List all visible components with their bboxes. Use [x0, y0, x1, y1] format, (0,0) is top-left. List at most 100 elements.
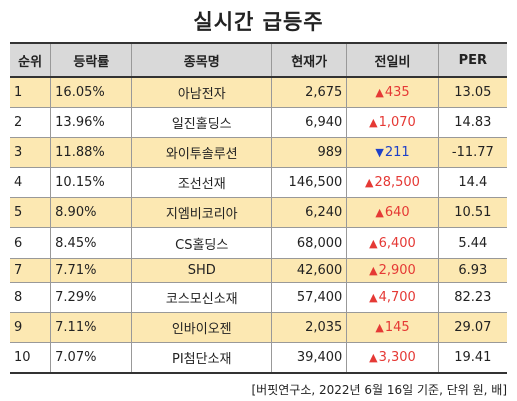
change-value: 4,700	[378, 289, 416, 305]
change-cell: ▲640	[346, 197, 439, 229]
table-row: 8 7.29% 코스모신소재 57,400 ▲4,700 82.23	[10, 282, 507, 313]
rate-cell: 7.07%	[50, 342, 133, 374]
change-value: 145	[384, 319, 410, 335]
per-cell: 6.93	[437, 258, 507, 283]
table-row: 9 7.11% 인바이오젠 2,035 ▲145 29.07	[10, 312, 507, 343]
price-cell: 57,400	[271, 282, 348, 313]
table-row: 5 8.90% 지엠비코리아 6,240 ▲640 10.51	[10, 197, 507, 229]
per-cell: 29.07	[437, 312, 507, 343]
change-cell: ▲145	[346, 312, 439, 343]
price-cell: 989	[271, 137, 348, 169]
rate-cell: 7.71%	[50, 258, 133, 283]
rate-cell: 8.90%	[50, 197, 133, 229]
up-arrow-icon: ▲	[375, 320, 384, 334]
price-cell: 2,675	[271, 77, 348, 109]
table-row: 1 16.05% 아남전자 2,675 ▲435 13.05	[10, 77, 507, 109]
rate-cell: 16.05%	[50, 77, 133, 109]
up-arrow-icon: ▲	[375, 86, 384, 100]
table-body: 1 16.05% 아남전자 2,675 ▲435 13.05 2 13.96% 일진홀딩스 6,9…	[10, 77, 507, 374]
stock-name-cell: 지엠비코리아	[131, 197, 273, 229]
header-rate: 등락률	[50, 43, 133, 78]
rate-cell: 11.88%	[50, 137, 133, 169]
header-rank: 순위	[10, 43, 52, 78]
change-cell: ▲435	[346, 77, 439, 109]
price-cell: 68,000	[271, 227, 348, 259]
stock-name-cell: SHD	[131, 258, 273, 283]
stock-name-cell: CS홀딩스	[131, 227, 273, 259]
up-arrow-icon: ▲	[365, 176, 374, 190]
change-value: 1,070	[378, 115, 416, 131]
change-cell: ▼211	[346, 137, 439, 169]
table-row: 4 10.15% 조선선재 146,500 ▲28,500 14.4	[10, 167, 507, 199]
change-value: 3,300	[378, 349, 416, 365]
change-cell: ▲28,500	[346, 167, 439, 199]
up-arrow-icon: ▲	[369, 350, 378, 364]
change-value: 28,500	[374, 175, 420, 191]
down-arrow-icon: ▼	[375, 146, 384, 160]
header-per: PER	[437, 43, 507, 78]
rate-cell: 10.15%	[50, 167, 133, 199]
rank-cell: 7	[10, 258, 52, 283]
per-cell: 14.4	[437, 167, 507, 199]
rank-cell: 8	[10, 282, 52, 313]
rate-cell: 8.45%	[50, 227, 133, 259]
stock-name-cell: 코스모신소재	[131, 282, 273, 313]
price-cell: 39,400	[271, 342, 348, 374]
change-cell: ▲3,300	[346, 342, 439, 374]
up-arrow-icon: ▲	[369, 236, 378, 250]
per-cell: 82.23	[437, 282, 507, 313]
change-value: 6,400	[378, 235, 416, 251]
per-cell: -11.77	[437, 137, 507, 169]
table-row: 3 11.88% 와이투솔루션 989 ▼211 -11.77	[10, 137, 507, 169]
rank-cell: 10	[10, 342, 52, 374]
header-name: 종목명	[131, 43, 273, 78]
per-cell: 10.51	[437, 197, 507, 229]
table-row: 6 8.45% CS홀딩스 68,000 ▲6,400 5.44	[10, 227, 507, 259]
change-value: 211	[384, 145, 410, 161]
rank-cell: 5	[10, 197, 52, 229]
rate-cell: 7.11%	[50, 312, 133, 343]
up-arrow-icon: ▲	[369, 263, 378, 277]
table-header-row: 순위 등락률 종목명 현재가 전일비 PER	[10, 43, 507, 78]
price-cell: 2,035	[271, 312, 348, 343]
page-title: 실시간 급등주	[193, 10, 324, 34]
change-value: 640	[384, 205, 410, 221]
source-note: [버핏연구소, 2022년 6월 16일 기준, 단위 원, 배]	[251, 383, 507, 397]
price-cell: 6,240	[271, 197, 348, 229]
stock-name-cell: PI첨단소재	[131, 342, 273, 374]
rank-cell: 6	[10, 227, 52, 259]
rank-cell: 3	[10, 137, 52, 169]
stock-name-cell: 일진홀딩스	[131, 107, 273, 139]
up-arrow-icon: ▲	[369, 116, 378, 130]
table-row: 2 13.96% 일진홀딩스 6,940 ▲1,070 14.83	[10, 107, 507, 139]
change-cell: ▲1,070	[346, 107, 439, 139]
up-arrow-icon: ▲	[369, 290, 378, 304]
per-cell: 19.41	[437, 342, 507, 374]
table-row: 7 7.71% SHD 42,600 ▲2,900 6.93	[10, 258, 507, 283]
rank-cell: 2	[10, 107, 52, 139]
stock-table: 순위 등락률 종목명 현재가 전일비 PER 1 16.05% 아남전자 2,675 ▲…	[10, 42, 507, 374]
rank-cell: 4	[10, 167, 52, 199]
header-price: 현재가	[271, 43, 348, 78]
change-cell: ▲2,900	[346, 258, 439, 283]
change-value: 2,900	[378, 262, 416, 278]
rank-cell: 9	[10, 312, 52, 343]
up-arrow-icon: ▲	[375, 206, 384, 220]
price-cell: 146,500	[271, 167, 348, 199]
stock-name-cell: 아남전자	[131, 77, 273, 109]
stock-name-cell: 인바이오젠	[131, 312, 273, 343]
header-change: 전일비	[346, 43, 439, 78]
table-row: 10 7.07% PI첨단소재 39,400 ▲3,300 19.41	[10, 342, 507, 374]
per-cell: 14.83	[437, 107, 507, 139]
price-cell: 42,600	[271, 258, 348, 283]
rate-cell: 7.29%	[50, 282, 133, 313]
price-cell: 6,940	[271, 107, 348, 139]
rank-cell: 1	[10, 77, 52, 109]
change-cell: ▲4,700	[346, 282, 439, 313]
change-cell: ▲6,400	[346, 227, 439, 259]
stock-name-cell: 조선선재	[131, 167, 273, 199]
stock-name-cell: 와이투솔루션	[131, 137, 273, 169]
per-cell: 13.05	[437, 77, 507, 109]
per-cell: 5.44	[437, 227, 507, 259]
change-value: 435	[384, 85, 410, 101]
